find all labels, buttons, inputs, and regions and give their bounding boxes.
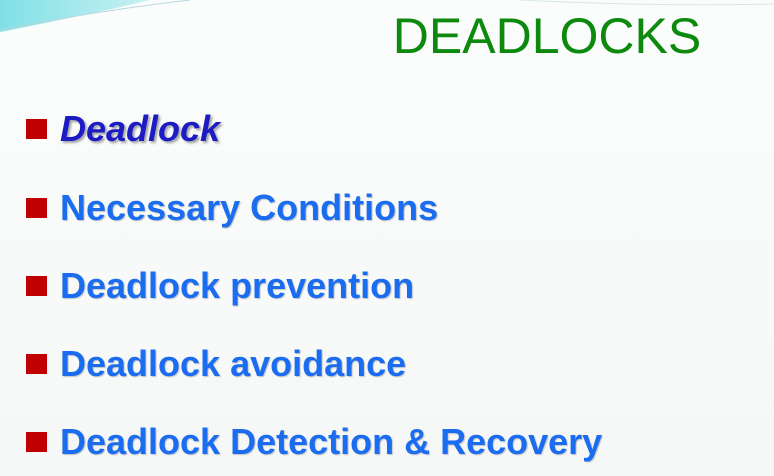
bullet-square-icon	[26, 198, 47, 218]
slide-title: DEADLOCKS	[330, 6, 764, 66]
bullet-square-icon	[26, 276, 47, 296]
bullet-item-deadlock: Deadlock	[26, 104, 220, 154]
bullet-item-deadlock-avoidance: Deadlock avoidance	[26, 339, 406, 389]
bullet-label: Deadlock prevention	[60, 265, 414, 307]
bullet-item-detection-recovery: Deadlock Detection & Recovery	[26, 417, 602, 467]
bullet-label: Deadlock Detection & Recovery	[60, 421, 602, 463]
bullet-item-deadlock-prevention: Deadlock prevention	[26, 261, 414, 311]
bullet-square-icon	[26, 432, 47, 452]
bullet-label: Deadlock	[60, 108, 220, 150]
bullet-item-necessary-conditions: Necessary Conditions	[26, 183, 438, 233]
bullet-label: Deadlock avoidance	[60, 343, 406, 385]
bullet-label: Necessary Conditions	[60, 187, 438, 229]
bullet-square-icon	[26, 119, 47, 139]
bullet-square-icon	[26, 354, 47, 374]
